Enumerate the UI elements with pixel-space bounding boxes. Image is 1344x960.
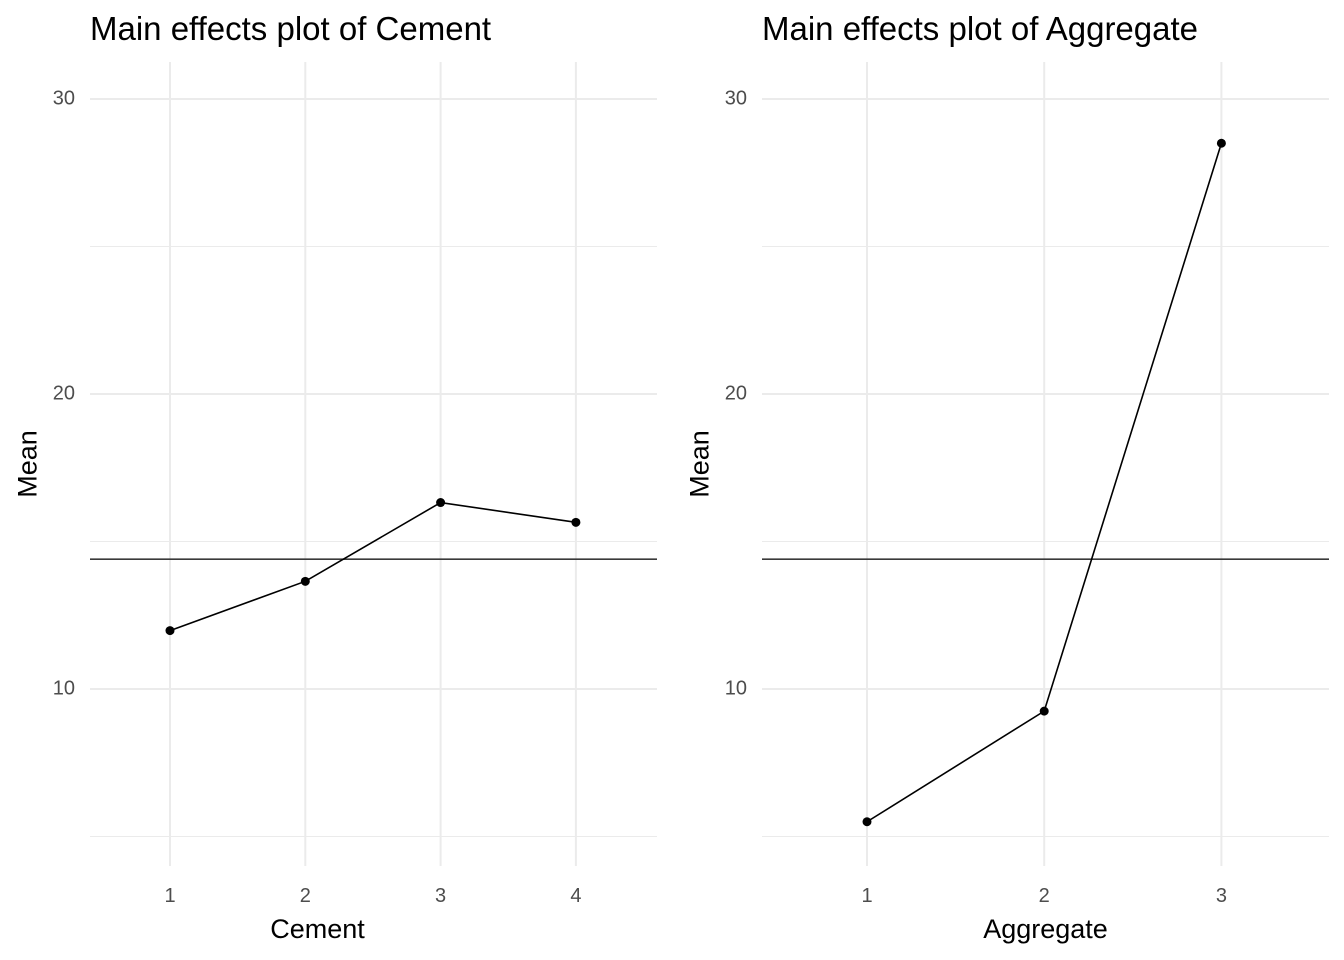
x-tick-label: 1 bbox=[164, 885, 176, 907]
x-tick-label: 3 bbox=[1215, 885, 1227, 907]
x-axis-label: Cement bbox=[270, 914, 365, 944]
data-point bbox=[300, 576, 310, 586]
x-axis-label: Aggregate bbox=[983, 914, 1108, 944]
data-point bbox=[862, 817, 872, 827]
aggregate-chart-panel: Main effects plot of Aggregate Aggregate… bbox=[672, 0, 1344, 960]
data-point bbox=[571, 517, 581, 527]
data-point bbox=[1039, 706, 1049, 716]
y-axis-label: Mean bbox=[684, 430, 715, 498]
series-line bbox=[169, 501, 577, 632]
x-tick-label: 2 bbox=[1038, 885, 1050, 907]
x-tick-label: 1 bbox=[861, 885, 873, 907]
y-axis-label: Mean bbox=[12, 430, 43, 498]
y-tick-label: 10 bbox=[724, 677, 747, 700]
y-tick-label: 10 bbox=[52, 677, 75, 700]
chart-title: Main effects plot of Aggregate bbox=[762, 10, 1199, 47]
data-point bbox=[165, 626, 175, 636]
cement-chart-panel: Main effects plot of Cement Cement Mean … bbox=[12, 10, 657, 944]
y-tick-label: 30 bbox=[724, 87, 747, 110]
data-point bbox=[1216, 138, 1226, 148]
cement-chart-svg bbox=[90, 62, 657, 866]
data-point bbox=[436, 498, 446, 508]
chart-title: Main effects plot of Cement bbox=[90, 10, 492, 47]
y-tick-label: 20 bbox=[52, 382, 75, 405]
aggregate-chart-svg bbox=[762, 62, 1329, 866]
y-tick-label: 30 bbox=[52, 87, 75, 110]
x-tick-label: 3 bbox=[435, 885, 447, 907]
x-tick-label: 4 bbox=[570, 885, 582, 907]
x-tick-label: 2 bbox=[299, 885, 311, 907]
y-tick-label: 20 bbox=[724, 382, 747, 405]
